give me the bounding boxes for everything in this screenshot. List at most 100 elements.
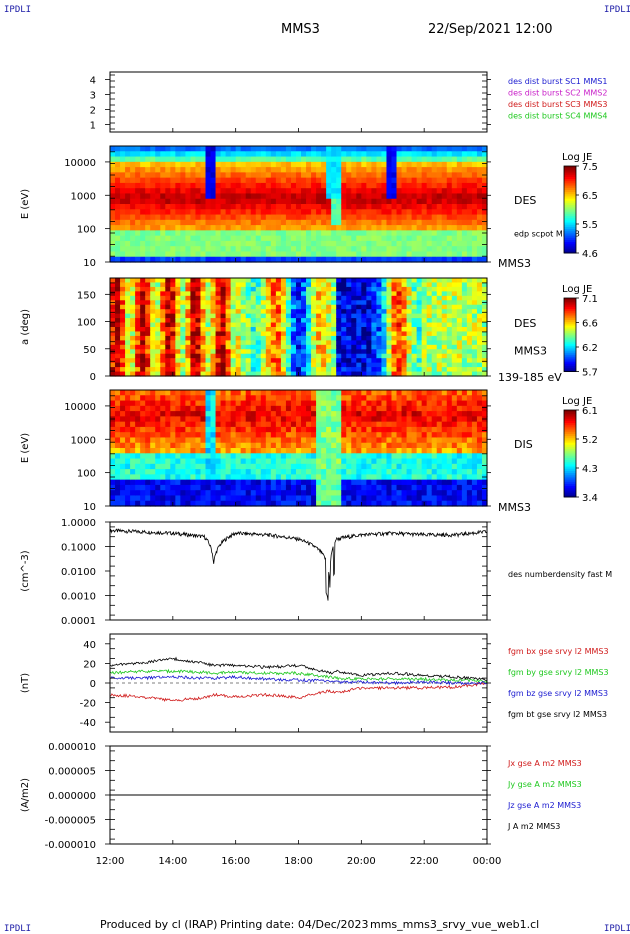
spectrogram-cell xyxy=(255,479,262,486)
spectrogram-cell xyxy=(376,193,383,200)
spectrogram-cell xyxy=(245,395,252,402)
spectrogram-cell xyxy=(391,340,398,346)
spectrogram-cell xyxy=(280,344,287,350)
spectrogram-cell xyxy=(336,400,342,407)
spectrogram-cell xyxy=(321,286,327,292)
spectrogram-cell xyxy=(240,453,247,460)
spectrogram-cell xyxy=(265,235,272,242)
spectrogram-cell xyxy=(185,318,192,324)
spectrogram-cell xyxy=(336,214,342,221)
spectrogram-cell xyxy=(255,214,262,221)
spectrogram-cell xyxy=(321,188,327,195)
spectrogram-cell xyxy=(185,327,192,333)
spectrogram-cell xyxy=(326,246,332,253)
spectrogram-cell xyxy=(396,344,403,350)
spectrogram-cell xyxy=(356,371,362,377)
spectrogram-cell xyxy=(115,432,121,439)
spectrogram-cell xyxy=(396,426,403,433)
spectrogram-cell xyxy=(280,500,287,507)
spectrogram-cell xyxy=(441,463,448,470)
spectrogram-cell xyxy=(150,251,156,258)
spectrogram-cell xyxy=(336,309,342,315)
spectrogram-cell xyxy=(195,426,202,433)
spectrogram-cell xyxy=(250,405,257,412)
spectrogram-cell xyxy=(225,484,232,491)
spectrogram-cell xyxy=(225,442,232,449)
spectrogram-cell xyxy=(376,490,383,497)
spectrogram-cell xyxy=(260,214,267,221)
spectrogram-cell xyxy=(421,340,428,346)
spectrogram-cell xyxy=(145,331,151,337)
spectrogram-cell xyxy=(155,479,161,486)
spectrogram-cell xyxy=(290,286,297,292)
spectrogram-cell xyxy=(446,318,453,324)
spectrogram-cell xyxy=(421,448,428,454)
spectrogram-cell xyxy=(145,448,151,454)
spectrogram-cell xyxy=(125,204,131,210)
spectrogram-cell xyxy=(265,335,272,341)
spectrogram-cell xyxy=(230,246,237,253)
spectrogram-cell xyxy=(431,278,438,284)
spectrogram-cell xyxy=(321,500,327,507)
spectrogram-cell xyxy=(346,349,352,355)
spectrogram-cell xyxy=(285,204,292,210)
spectrogram-cell xyxy=(265,182,272,189)
spectrogram-cell xyxy=(250,367,257,373)
spectrogram-cell xyxy=(120,235,126,242)
spectrogram-cell xyxy=(326,463,332,470)
spectrogram-cell xyxy=(301,432,307,439)
spectrogram-cell xyxy=(461,193,468,200)
spectrogram-cell xyxy=(240,172,247,179)
spectrogram-cell xyxy=(120,156,126,163)
spectrogram-cell xyxy=(416,344,423,350)
spectrogram-cell xyxy=(406,291,413,297)
spectrogram-cell xyxy=(295,172,302,179)
spectrogram-cell xyxy=(165,230,171,237)
spectrogram-cell xyxy=(130,448,136,454)
spectrogram-cell xyxy=(115,349,121,355)
spectrogram-cell xyxy=(270,432,277,439)
spectrogram-cell xyxy=(145,235,151,242)
spectrogram-cell xyxy=(240,400,247,407)
spectrogram-cell xyxy=(285,256,292,263)
spectrogram-cell xyxy=(250,432,257,439)
spectrogram-cell xyxy=(275,458,282,465)
spectrogram-cell xyxy=(351,411,357,417)
spectrogram-cell xyxy=(426,156,433,163)
spectrogram-cell xyxy=(110,177,116,184)
spectrogram-cell xyxy=(190,230,197,237)
spectrogram-cell xyxy=(275,371,282,377)
spectrogram-cell xyxy=(431,411,438,417)
spectrogram-cell xyxy=(411,469,418,475)
spectrogram-cell xyxy=(481,286,488,292)
spectrogram-cell xyxy=(290,151,297,158)
spectrogram-cell xyxy=(200,167,207,173)
spectrogram-cell xyxy=(155,340,161,346)
spectrogram-cell xyxy=(476,295,483,301)
spectrogram-cell xyxy=(135,458,141,465)
spectrogram-cell xyxy=(391,161,398,168)
spectrogram-cell xyxy=(170,426,176,433)
spectrogram-cell xyxy=(456,161,463,168)
spectrogram-cell xyxy=(456,318,463,324)
spectrogram-cell xyxy=(190,411,197,417)
spectrogram-cell xyxy=(331,146,337,152)
spectrogram-cell xyxy=(311,193,317,200)
spectrogram-cell xyxy=(165,295,171,301)
spectrogram-cell xyxy=(396,291,403,297)
spectrogram-cell xyxy=(301,484,307,491)
spectrogram-cell xyxy=(135,335,141,341)
spectrogram-cell xyxy=(366,453,372,460)
spectrogram-cell xyxy=(396,371,403,377)
spectrogram-cell xyxy=(205,495,212,502)
spectrogram-cell xyxy=(135,300,141,306)
spectrogram-cell xyxy=(235,421,242,428)
spectrogram-cell xyxy=(170,490,176,497)
spectrogram-cell xyxy=(396,474,403,481)
spectrogram-cell xyxy=(311,322,317,328)
spectrogram-cell xyxy=(170,188,176,195)
spectrogram-cell xyxy=(160,177,166,184)
spectrogram-cell xyxy=(130,225,136,231)
spectrogram-cell xyxy=(255,353,262,359)
spectrogram-cell xyxy=(426,219,433,226)
